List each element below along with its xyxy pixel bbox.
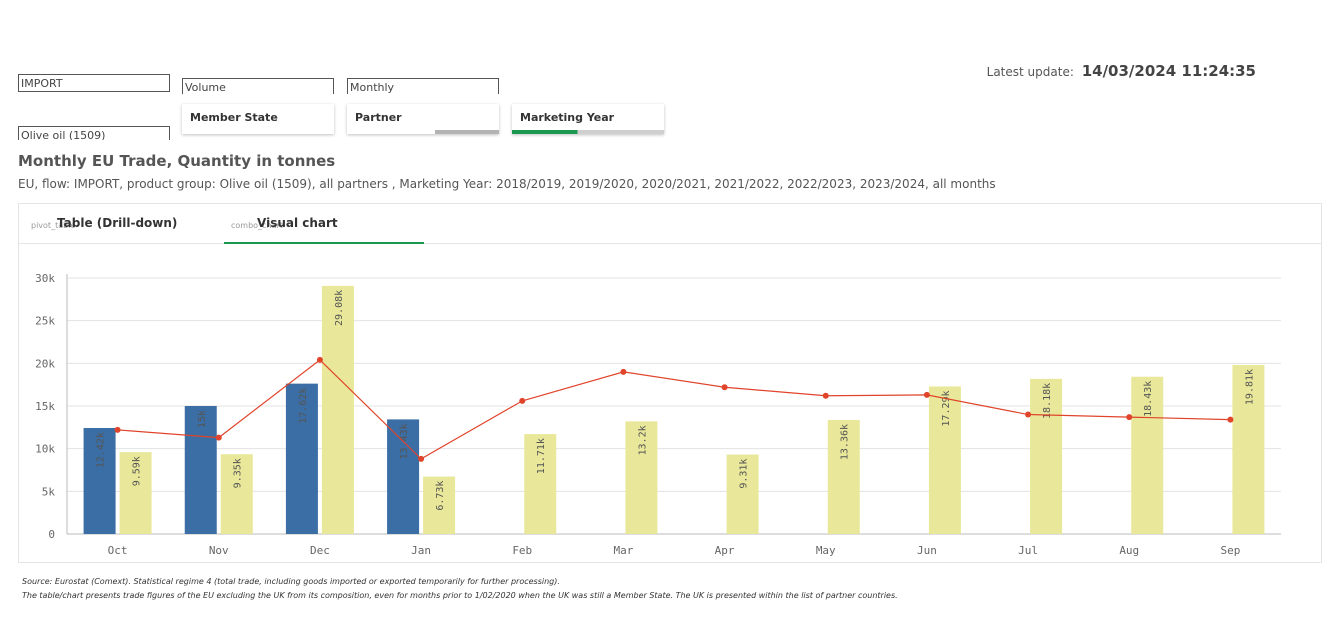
line-point <box>418 455 425 462</box>
x-tick-label: Jun <box>917 544 937 557</box>
y-tick-label: 0 <box>48 528 55 541</box>
bar-blue <box>184 406 217 534</box>
y-tick-label: 30k <box>35 272 55 285</box>
period-filter-value: Monthly <box>350 81 395 94</box>
tab-table-small-label: pivot_table <box>31 221 76 230</box>
bar-data-label: 18.18k <box>1042 383 1053 419</box>
bar-yellow <box>1030 378 1063 534</box>
line-point <box>316 356 323 363</box>
bar-yellow <box>726 454 759 534</box>
x-tick-label: Oct <box>108 544 128 557</box>
partner-selection-bar <box>347 130 499 134</box>
x-tick-label: Mar <box>613 544 633 557</box>
view-tabs: pivot_table Table (Drill-down) combo_cha… <box>19 204 1321 244</box>
bar-data-label: 17.29k <box>941 390 952 426</box>
flow-filter[interactable]: IMPORT <box>18 74 170 92</box>
x-tick-label: May <box>816 544 836 557</box>
bar-yellow <box>625 421 658 534</box>
x-tick-label: Dec <box>310 544 330 557</box>
line-point <box>114 426 121 433</box>
tab-chart-small-label: combo_chart <box>231 221 283 230</box>
y-tick-label: 25k <box>35 315 55 328</box>
marketing-year-selection-bar <box>512 130 664 134</box>
bar-data-label: 6.73k <box>435 481 446 511</box>
partner-filter-tab[interactable]: Partner <box>347 104 499 134</box>
x-tick-label: Aug <box>1119 544 1139 557</box>
measure-filter[interactable]: Volume <box>182 78 334 94</box>
latest-update: Latest update: 14/03/2024 11:24:35 <box>987 62 1256 80</box>
line-point <box>923 391 930 398</box>
bar-data-label: 12.42k <box>96 432 107 468</box>
x-tick-label: Feb <box>512 544 532 557</box>
bar-yellow <box>423 476 456 534</box>
member-state-filter-tab[interactable]: Member State <box>182 104 334 134</box>
bar-data-label: 13.36k <box>840 424 851 460</box>
tab-table-label: Table (Drill-down) <box>57 216 178 230</box>
x-tick-label: Nov <box>209 544 229 557</box>
latest-update-value: 14/03/2024 11:24:35 <box>1081 62 1256 80</box>
y-tick-label: 20k <box>35 357 55 370</box>
period-filter[interactable]: Monthly <box>347 78 499 94</box>
product-filter-value: Olive oil (1509) <box>21 129 106 140</box>
x-tick-label: Apr <box>715 544 735 557</box>
partner-filter-label: Partner <box>355 111 402 124</box>
member-state-filter-label: Member State <box>190 111 278 124</box>
page-subtitle: EU, flow: IMPORT, product group: Olive o… <box>18 177 996 191</box>
x-tick-label: Jan <box>411 544 431 557</box>
tab-chart-label: Visual chart <box>257 216 338 230</box>
combo-chart: 0 5k 10k 15k 20k 25k 30k 12.42k 15k 17.62k 13.43k 9… <box>35 272 1281 557</box>
bar-data-label: 19.81k <box>1244 369 1255 405</box>
bar-yellow <box>119 452 152 534</box>
line-point <box>1227 416 1234 423</box>
product-filter[interactable]: Olive oil (1509) <box>18 126 170 140</box>
bar-yellow <box>321 285 354 534</box>
x-tick-label: Sep <box>1220 544 1240 557</box>
line-point <box>721 384 728 391</box>
line-point <box>1126 414 1133 421</box>
bar-yellow <box>220 454 253 534</box>
bar-data-label: 15k <box>197 410 208 428</box>
bar-data-label: 29.08k <box>334 290 345 326</box>
bar-data-label: 18.43k <box>1143 381 1154 417</box>
bar-data-label: 13.2k <box>637 425 648 455</box>
chart-panel: pivot_table Table (Drill-down) combo_cha… <box>18 203 1322 563</box>
bar-yellow <box>524 434 557 534</box>
flow-filter-value: IMPORT <box>21 77 63 90</box>
marketing-year-filter-label: Marketing Year <box>520 111 615 124</box>
bar-yellow <box>928 386 961 534</box>
bar-data-label: 9.35k <box>233 458 244 488</box>
bar-blue <box>285 383 318 534</box>
bar-data-label: 11.71k <box>536 438 547 474</box>
y-tick-label: 15k <box>35 400 55 413</box>
bar-blue <box>387 419 420 534</box>
bar-data-label: 17.62k <box>298 388 309 424</box>
marketing-year-filter-tab[interactable]: Marketing Year <box>512 104 664 134</box>
line-point <box>1025 411 1032 418</box>
y-tick-label: 10k <box>35 443 55 456</box>
page-title: Monthly EU Trade, Quantity in tonnes <box>18 152 336 170</box>
bar-data-label: 9.31k <box>739 459 750 489</box>
bar-yellow <box>1232 364 1265 534</box>
bar-data-label: 13.43k <box>399 423 410 459</box>
tab-table-drilldown[interactable]: pivot_table Table (Drill-down) <box>31 204 221 244</box>
bar-yellow <box>827 419 860 534</box>
line-series <box>117 359 1231 460</box>
bar-yellow <box>1131 376 1164 534</box>
measure-filter-value: Volume <box>185 81 226 94</box>
line-point <box>620 368 627 375</box>
latest-update-label: Latest update: <box>986 65 1074 79</box>
x-tick-label: Jul <box>1018 544 1038 557</box>
line-point <box>822 392 829 399</box>
footer-note: The table/chart presents trade figures o… <box>22 591 898 600</box>
line-point <box>519 397 526 404</box>
footer-source: Source: Eurostat (Comext). Statistical r… <box>22 577 560 586</box>
tab-visual-chart[interactable]: combo_chart Visual chart <box>231 204 421 244</box>
line-point <box>215 434 222 441</box>
bar-blue <box>83 428 116 534</box>
y-tick-label: 5k <box>42 485 56 498</box>
active-tab-indicator <box>224 242 424 244</box>
bar-data-label: 9.59k <box>132 456 143 486</box>
